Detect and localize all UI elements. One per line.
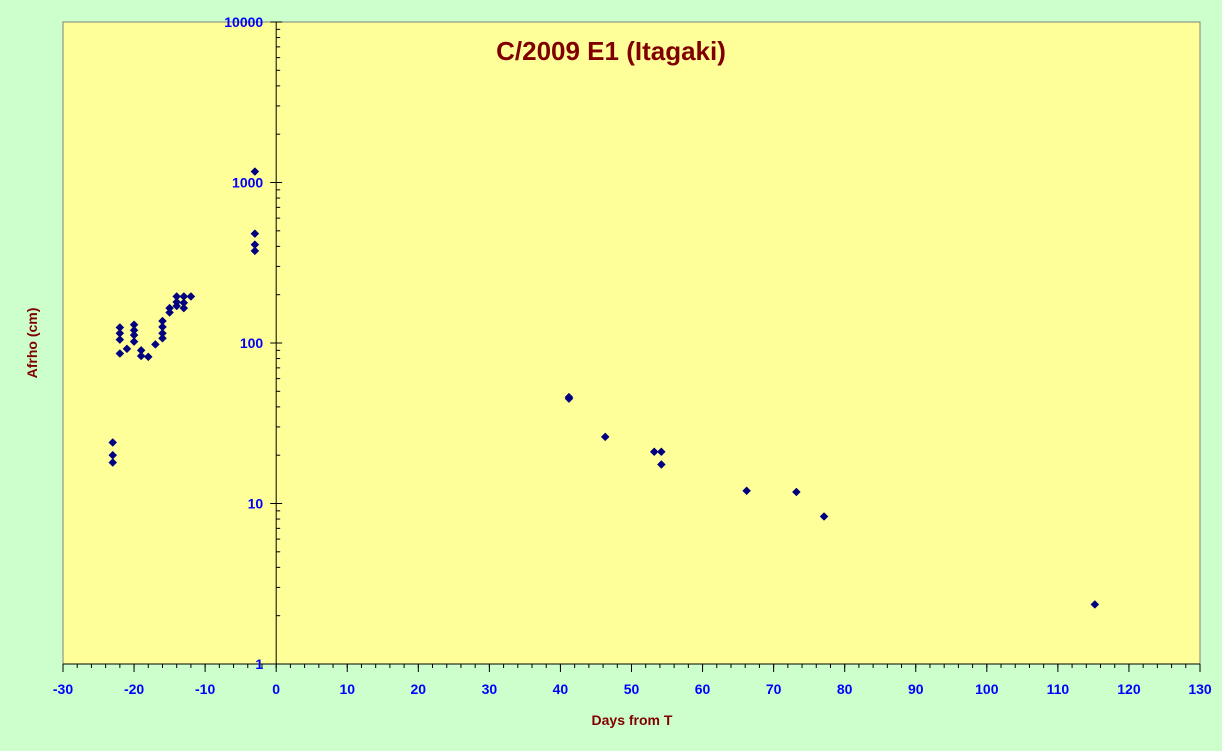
x-tick-label: -10	[195, 681, 215, 697]
data-point	[564, 394, 574, 404]
x-tick-label: 10	[339, 681, 355, 697]
data-point	[250, 229, 260, 239]
data-point	[656, 447, 666, 457]
data-points	[108, 167, 1100, 609]
data-point	[115, 335, 125, 344]
x-tick-label: 130	[1188, 681, 1212, 697]
data-point	[158, 333, 167, 343]
x-tick-label: 120	[1117, 681, 1141, 697]
data-point	[819, 512, 829, 521]
data-point	[792, 487, 801, 497]
data-point	[742, 486, 751, 496]
y-tick-label: 10000	[224, 14, 263, 30]
data-point	[165, 308, 174, 317]
x-tick-label: 0	[272, 681, 280, 697]
x-tick-label: 50	[624, 681, 640, 697]
y-axis-title: Afrho (cm)	[24, 308, 40, 379]
chart-title: C/2009 E1 (Itagaki)	[496, 36, 726, 66]
y-tick-label: 10	[248, 496, 264, 512]
data-point	[649, 447, 659, 457]
data-point	[115, 349, 125, 358]
data-point	[143, 352, 153, 362]
data-point	[186, 292, 196, 301]
x-tick-label: 110	[1047, 681, 1070, 697]
x-tick-label: -30	[53, 681, 73, 697]
data-point	[1090, 600, 1100, 609]
x-tick-label: 90	[908, 681, 924, 697]
axis-ticks: -30 -20 -10 0 10 20 30 40 50 60 70 80 90 100 110 120 130…	[53, 14, 1212, 697]
data-point	[108, 458, 118, 467]
x-tick-label: 100	[975, 681, 999, 697]
y-tick-label: 100	[240, 335, 264, 351]
data-point	[151, 340, 160, 349]
data-point	[122, 344, 132, 354]
x-tick-label: 20	[411, 681, 427, 697]
x-tick-label: 80	[837, 681, 853, 697]
data-point	[179, 303, 189, 313]
x-tick-label: 40	[553, 681, 569, 697]
x-tick-label: 30	[482, 681, 498, 697]
data-point	[129, 337, 139, 346]
data-point	[250, 167, 260, 176]
y-tick-label: 1	[255, 656, 263, 672]
plot-area	[62, 21, 1201, 665]
y-tick-label: 1000	[232, 175, 263, 191]
data-point	[136, 351, 146, 361]
data-point	[108, 438, 118, 447]
data-point	[656, 460, 666, 469]
x-axis-title: Days from T	[592, 712, 673, 728]
x-tick-label: 60	[695, 681, 711, 697]
x-tick-label: -20	[124, 681, 144, 697]
data-point	[250, 246, 260, 256]
data-point	[172, 301, 182, 311]
x-tick-label: 70	[766, 681, 782, 697]
data-point	[600, 432, 610, 442]
